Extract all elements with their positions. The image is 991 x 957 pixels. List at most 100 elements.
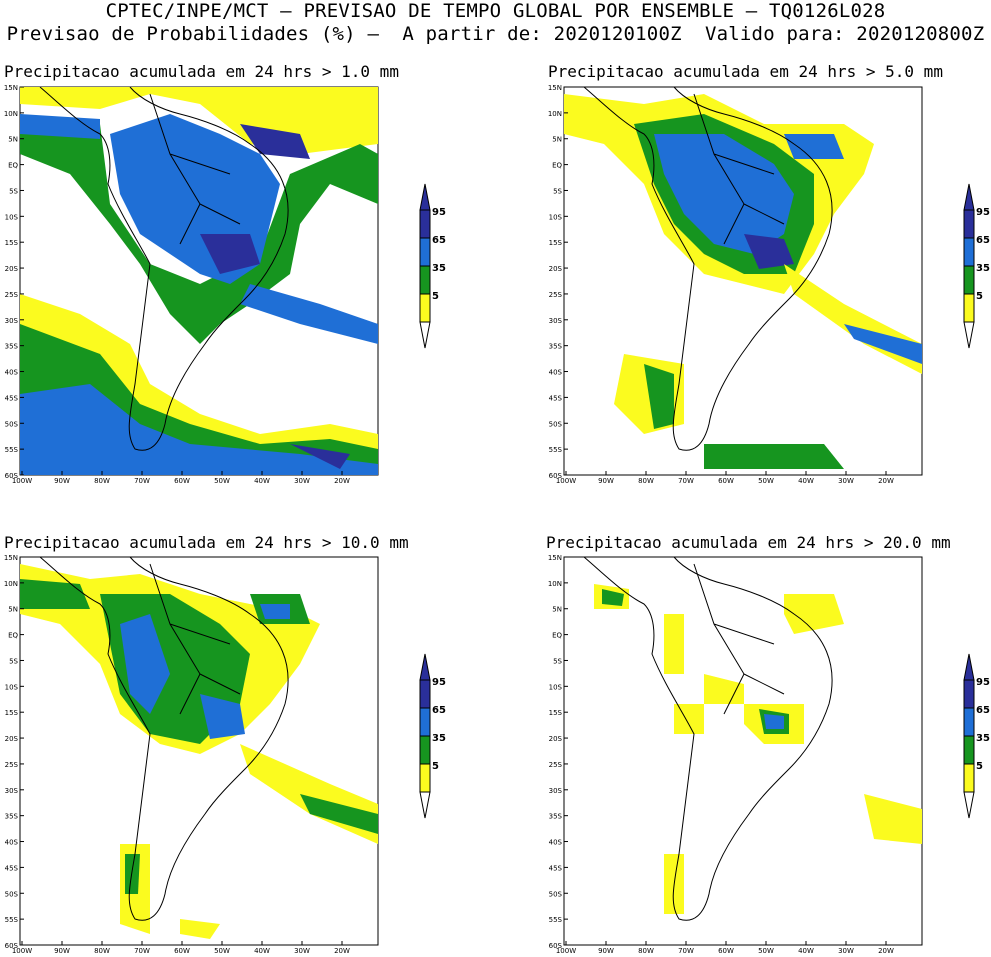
legend-swatch [419,707,431,737]
lat-label: 25S [549,291,563,299]
panel-3-map: 15N 10N 5N EQ 5S 10S 15S 20S 25S 30S 35S 40S 45S 50S 5… [4,554,446,954]
lat-label: 45S [5,394,19,402]
lon-label: 70W [678,947,694,954]
panel-2-map: 15N 10N 5N EQ 5S 10S 15S 20S 25S 30S 35S 40S 45S 50S 5… [548,84,990,484]
lon-label: 90W [598,477,614,484]
lon-label: 20W [878,947,894,954]
panel-1-coastline [39,86,289,451]
lon-label: 30W [294,477,310,484]
lon-label: 20W [334,477,350,484]
legend-arrow-bottom [963,791,975,819]
lat-label: 10S [549,213,563,221]
legend-swatch [419,293,431,323]
legend-swatch [419,735,431,765]
legend-arrow-bottom [963,321,975,349]
lat-label: 5S [9,187,18,195]
legend-swatch [419,237,431,267]
lat-label: EQ [8,162,18,170]
lon-label: 40W [798,477,814,484]
lat-label: 10S [549,683,563,691]
lon-label: 90W [54,947,70,954]
legend-arrow-top [963,653,975,681]
lon-label: 30W [838,477,854,484]
legend-arrow-top [963,183,975,211]
panel-4-title: Precipitacao acumulada em 24 hrs > 20.0 … [546,533,951,552]
legend-colorbar: 95 65 35 5 [963,183,990,349]
legend-swatch [963,707,975,737]
lat-label: 50S [549,890,563,898]
panel-4-map: 15N 10N 5N EQ 5S 10S 15S 20S 25S 30S 35S 40S 45S 50S 5… [548,554,990,954]
lon-label: 100W [12,947,32,954]
lon-label: 80W [638,947,654,954]
panel-3-precip-field [20,564,378,939]
panel-4-precip-field [594,584,922,914]
legend-swatch [963,293,975,323]
lat-label: 15S [549,239,563,247]
legend-label: 95 [432,677,446,688]
lat-label: 5N [552,606,562,614]
lat-label: 60S [5,942,19,950]
lon-label: 60W [718,947,734,954]
lon-label: 60W [174,947,190,954]
legend-swatch [963,735,975,765]
lat-label: EQ [552,162,562,170]
lat-label: 40S [549,369,563,377]
lat-label: 25S [549,761,563,769]
lat-label: 10N [548,110,562,118]
legend-label: 65 [432,235,446,246]
lat-label: 60S [549,472,563,480]
lat-label: 55S [549,916,563,924]
lon-label: 90W [598,947,614,954]
lat-label: 25S [5,291,19,299]
lat-label: 35S [5,813,19,821]
header-title-line2: Previsao de Probabilidades (%) — A parti… [6,23,985,45]
lat-label: 10N [4,580,18,588]
lat-label: EQ [8,632,18,640]
lon-label: 20W [878,477,894,484]
lat-label: 30S [5,787,19,795]
lat-label: 50S [5,420,19,428]
lon-label: 60W [174,477,190,484]
lat-label: 55S [549,446,563,454]
lon-label: 80W [94,947,110,954]
lat-label: 20S [5,265,19,273]
lat-label: 60S [549,942,563,950]
lon-label: 80W [94,477,110,484]
lon-label: 40W [798,947,814,954]
lat-label: 15S [5,709,19,717]
lat-label: 30S [5,317,19,325]
legend-arrow-top [419,183,431,211]
lat-label: 10S [5,213,19,221]
lon-label: 20W [334,947,350,954]
legend-colorbar: 95 65 35 5 [963,653,990,819]
lon-label: 70W [678,477,694,484]
lat-label: 45S [5,864,19,872]
lon-label: 60W [718,477,734,484]
lon-label: 50W [214,477,230,484]
lat-label: 5S [553,187,562,195]
panel-4-coastline [583,556,833,921]
lon-label: 40W [254,477,270,484]
legend-label: 95 [976,207,990,218]
lon-label: 30W [294,947,310,954]
legend-label: 5 [432,291,439,302]
legend-swatch [963,679,975,709]
lat-label: 10N [548,580,562,588]
legend-label: 35 [976,263,990,274]
legend-arrow-bottom [419,321,431,349]
lat-label: 5S [9,657,18,665]
lat-label: 50S [549,420,563,428]
lon-label: 100W [556,477,576,484]
panel-3-coastline [39,556,289,921]
legend-label: 5 [976,761,983,772]
lat-label: 15N [4,554,18,562]
lat-label: 45S [549,394,563,402]
legend-swatch [419,265,431,295]
lon-label: 70W [134,477,150,484]
legend-swatch [963,209,975,239]
lon-label: 80W [638,477,654,484]
panel-1-precip-field [20,87,378,475]
lat-label: 25S [5,761,19,769]
header-title-line1: CPTEC/INPE/MCT — PREVISAO DE TEMPO GLOBA… [105,0,886,22]
legend-arrow-bottom [419,791,431,819]
